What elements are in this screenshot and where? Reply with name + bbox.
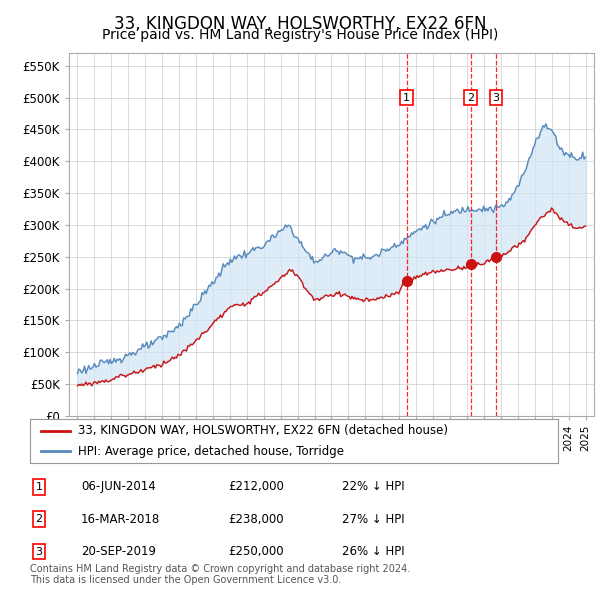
Text: 33, KINGDON WAY, HOLSWORTHY, EX22 6FN (detached house): 33, KINGDON WAY, HOLSWORTHY, EX22 6FN (d… [77,424,448,437]
Text: 26% ↓ HPI: 26% ↓ HPI [342,545,404,558]
Text: 33, KINGDON WAY, HOLSWORTHY, EX22 6FN: 33, KINGDON WAY, HOLSWORTHY, EX22 6FN [114,15,486,33]
Text: 1: 1 [403,93,410,103]
Text: £250,000: £250,000 [228,545,284,558]
Text: 20-SEP-2019: 20-SEP-2019 [81,545,156,558]
Text: £238,000: £238,000 [228,513,284,526]
Text: 2: 2 [467,93,474,103]
Text: 16-MAR-2018: 16-MAR-2018 [81,513,160,526]
Text: 1: 1 [35,482,43,491]
Text: Contains HM Land Registry data © Crown copyright and database right 2024.
This d: Contains HM Land Registry data © Crown c… [30,563,410,585]
Text: HPI: Average price, detached house, Torridge: HPI: Average price, detached house, Torr… [77,445,344,458]
Text: 06-JUN-2014: 06-JUN-2014 [81,480,156,493]
Text: Price paid vs. HM Land Registry's House Price Index (HPI): Price paid vs. HM Land Registry's House … [102,28,498,42]
Text: £212,000: £212,000 [228,480,284,493]
Text: 22% ↓ HPI: 22% ↓ HPI [342,480,404,493]
Text: 27% ↓ HPI: 27% ↓ HPI [342,513,404,526]
Text: 3: 3 [493,93,500,103]
Text: 2: 2 [35,514,43,524]
Text: 3: 3 [35,547,43,556]
